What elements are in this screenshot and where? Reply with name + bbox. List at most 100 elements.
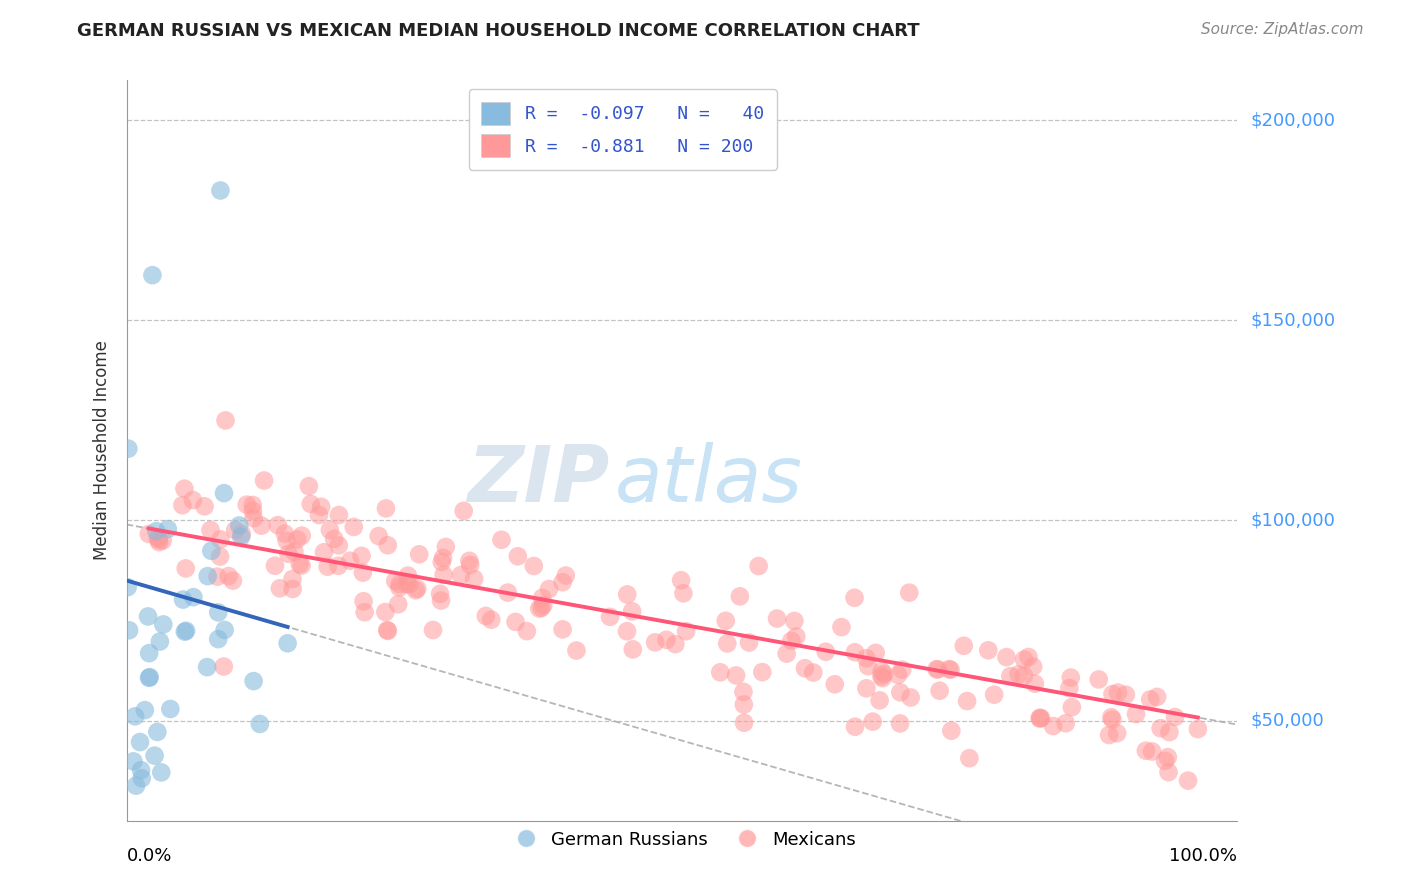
Point bbox=[1149, 721, 1171, 735]
Point bbox=[479, 613, 502, 627]
Point bbox=[995, 650, 1018, 665]
Point bbox=[242, 498, 264, 512]
Point bbox=[277, 636, 299, 650]
Point bbox=[264, 558, 287, 573]
Point bbox=[865, 646, 887, 660]
Point bbox=[733, 715, 755, 730]
Point bbox=[207, 606, 229, 620]
Point bbox=[339, 554, 361, 568]
Point bbox=[1159, 725, 1181, 739]
Point bbox=[173, 624, 195, 639]
Point bbox=[1164, 710, 1187, 724]
Text: ZIP: ZIP bbox=[467, 442, 610, 518]
Point bbox=[173, 482, 195, 496]
Point bbox=[793, 661, 815, 675]
Point bbox=[1101, 713, 1123, 727]
Point bbox=[312, 545, 335, 559]
Point bbox=[374, 605, 396, 619]
Point bbox=[453, 504, 475, 518]
Point bbox=[308, 508, 330, 522]
Point bbox=[941, 723, 963, 738]
Point bbox=[156, 522, 179, 536]
Point bbox=[141, 268, 163, 282]
Point bbox=[1146, 690, 1168, 704]
Point bbox=[450, 568, 472, 582]
Point bbox=[844, 591, 866, 605]
Point bbox=[143, 748, 166, 763]
Point bbox=[146, 725, 169, 739]
Point bbox=[298, 479, 321, 493]
Point bbox=[434, 540, 457, 554]
Point bbox=[352, 566, 374, 580]
Point bbox=[269, 582, 291, 596]
Point bbox=[616, 624, 638, 639]
Point bbox=[785, 630, 807, 644]
Point bbox=[458, 554, 481, 568]
Point bbox=[855, 651, 877, 665]
Point bbox=[285, 533, 308, 547]
Point bbox=[181, 493, 204, 508]
Point bbox=[977, 643, 1000, 657]
Point bbox=[1060, 671, 1083, 685]
Point bbox=[1157, 765, 1180, 780]
Text: Source: ZipAtlas.com: Source: ZipAtlas.com bbox=[1201, 22, 1364, 37]
Point bbox=[1007, 667, 1029, 681]
Point bbox=[408, 547, 430, 561]
Point bbox=[491, 533, 513, 547]
Point bbox=[830, 620, 852, 634]
Point bbox=[551, 575, 574, 590]
Point bbox=[870, 669, 893, 683]
Point bbox=[197, 569, 219, 583]
Point bbox=[1012, 669, 1035, 683]
Point bbox=[856, 659, 879, 673]
Point bbox=[664, 637, 686, 651]
Point bbox=[891, 663, 914, 677]
Point bbox=[748, 559, 770, 574]
Point bbox=[212, 659, 235, 673]
Point bbox=[375, 501, 398, 516]
Point bbox=[388, 581, 411, 595]
Point bbox=[1157, 750, 1180, 764]
Point bbox=[855, 681, 877, 696]
Legend: German Russians, Mexicans: German Russians, Mexicans bbox=[501, 823, 863, 856]
Point bbox=[212, 486, 235, 500]
Point bbox=[523, 558, 546, 573]
Point bbox=[889, 716, 911, 731]
Point bbox=[291, 558, 314, 573]
Point bbox=[844, 720, 866, 734]
Point bbox=[291, 528, 314, 542]
Point bbox=[1012, 652, 1035, 666]
Point bbox=[281, 572, 304, 586]
Point bbox=[299, 497, 322, 511]
Point bbox=[672, 586, 695, 600]
Point bbox=[406, 582, 429, 596]
Point bbox=[844, 645, 866, 659]
Point bbox=[134, 703, 156, 717]
Point bbox=[475, 609, 498, 624]
Point bbox=[174, 624, 197, 638]
Point bbox=[242, 511, 264, 525]
Point bbox=[433, 567, 456, 582]
Point bbox=[131, 771, 153, 785]
Point bbox=[422, 623, 444, 637]
Point bbox=[780, 633, 803, 648]
Point bbox=[870, 664, 893, 678]
Point bbox=[242, 674, 264, 689]
Point bbox=[122, 755, 145, 769]
Point bbox=[249, 717, 271, 731]
Text: $200,000: $200,000 bbox=[1250, 112, 1336, 129]
Point bbox=[1154, 754, 1177, 768]
Point bbox=[766, 611, 789, 625]
Point bbox=[1107, 685, 1129, 699]
Point bbox=[323, 532, 346, 546]
Point bbox=[1101, 687, 1123, 701]
Point bbox=[231, 530, 253, 544]
Point bbox=[599, 610, 621, 624]
Point bbox=[733, 698, 755, 712]
Point bbox=[387, 597, 409, 611]
Point bbox=[716, 636, 738, 650]
Point bbox=[669, 573, 692, 587]
Text: GERMAN RUSSIAN VS MEXICAN MEDIAN HOUSEHOLD INCOME CORRELATION CHART: GERMAN RUSSIAN VS MEXICAN MEDIAN HOUSEHO… bbox=[77, 22, 920, 40]
Point bbox=[343, 520, 366, 534]
Point bbox=[207, 570, 229, 584]
